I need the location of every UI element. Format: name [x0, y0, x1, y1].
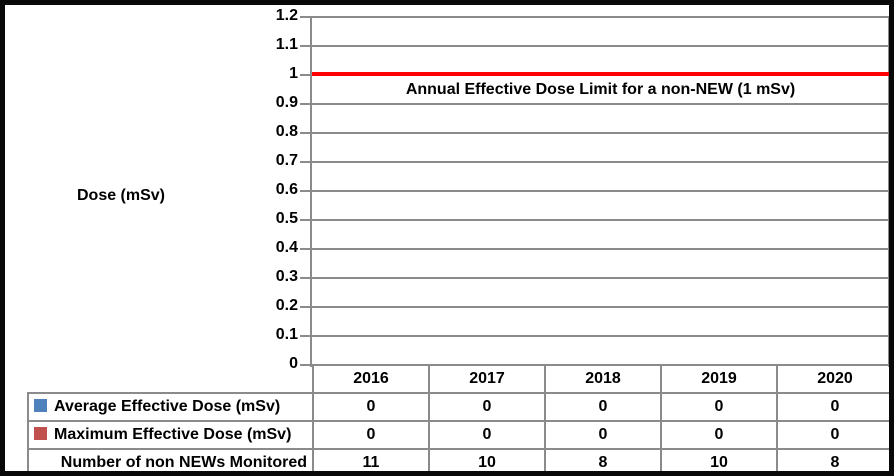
table-corner-cell	[28, 365, 313, 393]
value-cell: 10	[428, 448, 546, 471]
y-axis-tick-label: 0.7	[275, 152, 298, 169]
year-header-cell: 2020	[776, 364, 889, 394]
dose-limit-annotation: Annual Effective Dose Limit for a non-NE…	[405, 81, 796, 98]
y-axis-tick-marks	[300, 16, 311, 367]
table-row-maximum-dose: Maximum Effective Dose (mSv) 0 0 0 0 0	[27, 420, 889, 450]
value-cell: 0	[428, 392, 546, 422]
value-cell: 8	[776, 448, 889, 471]
value-cell: 0	[660, 392, 778, 422]
y-axis-line	[310, 16, 312, 367]
y-axis-title: Dose (mSv)	[76, 187, 166, 204]
value-cell: 0	[544, 420, 662, 450]
year-header-cell: 2017	[428, 364, 546, 394]
year-header-cell: 2019	[660, 364, 778, 394]
series-label-cell: Maximum Effective Dose (mSv)	[27, 420, 314, 450]
series-label: Maximum Effective Dose (mSv)	[54, 426, 292, 443]
year-header-cell: 2016	[312, 364, 430, 394]
y-axis-tick-label: 0.1	[275, 326, 298, 343]
value-cell: 0	[544, 392, 662, 422]
data-table: 2016 2017 2018 2019 2020 Average Effecti…	[27, 364, 889, 471]
value-cell: 0	[776, 392, 889, 422]
maximum-series-key-icon	[34, 427, 47, 440]
y-axis-tick-label: 0.2	[275, 297, 298, 314]
value-cell: 0	[776, 420, 889, 450]
value-cell: 10	[660, 448, 778, 471]
y-axis-tick-label: 1	[289, 65, 298, 82]
value-cell: 8	[544, 448, 662, 471]
plot-right-border	[888, 16, 889, 367]
y-axis-tick-label: 0.3	[275, 268, 298, 285]
y-axis-tick-label: 0.8	[275, 123, 298, 140]
table-row-monitored-count: Number of non NEWs Monitored 11 10 8 10 …	[27, 448, 889, 471]
series-label: Average Effective Dose (mSv)	[54, 398, 281, 415]
y-axis-tick-label: 0.4	[275, 239, 298, 256]
y-axis-tick-label: 0.5	[275, 210, 298, 227]
value-cell: 11	[312, 448, 430, 471]
average-series-key-icon	[34, 399, 47, 412]
y-axis-tick-label: 1.2	[275, 7, 298, 24]
y-axis-tick-label: 0.6	[275, 181, 298, 198]
value-cell: 0	[660, 420, 778, 450]
year-header-row: 2016 2017 2018 2019 2020	[28, 364, 889, 394]
value-cell: 0	[312, 392, 430, 422]
plot-gridlines	[312, 16, 889, 367]
y-axis-tick-label: 0.9	[275, 94, 298, 111]
year-header-cell: 2018	[544, 364, 662, 394]
table-row-average-dose: Average Effective Dose (mSv) 0 0 0 0 0	[27, 392, 889, 422]
series-label-cell: Average Effective Dose (mSv)	[27, 392, 314, 422]
series-label: Number of non NEWs Monitored	[60, 454, 307, 471]
y-axis-tick-label: 1.1	[275, 36, 298, 53]
value-cell: 0	[312, 420, 430, 450]
series-label-cell: Number of non NEWs Monitored	[27, 448, 314, 471]
dose-limit-line	[312, 72, 889, 76]
y-axis-tick-label: 0	[289, 355, 298, 372]
value-cell: 0	[428, 420, 546, 450]
